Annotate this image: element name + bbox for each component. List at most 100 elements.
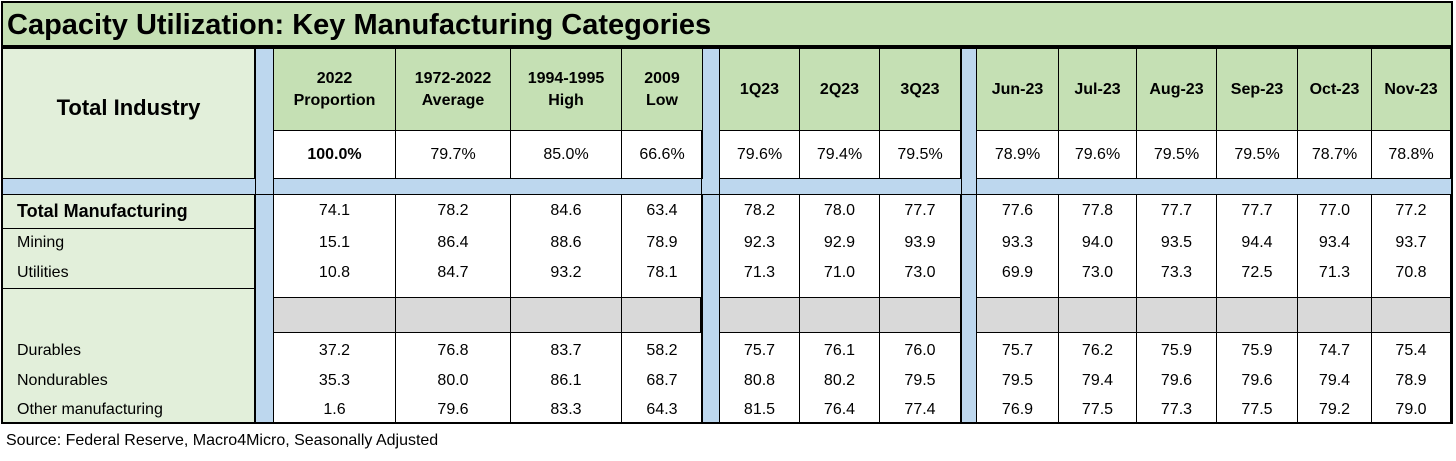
data-cell: 86.1 [511, 366, 622, 396]
column-header: Jun-23 [977, 49, 1059, 131]
column-header: Aug-23 [1137, 49, 1217, 131]
data-cell: 75.7 [720, 336, 800, 366]
row-label-column [3, 194, 255, 422]
column-line [1216, 194, 1217, 422]
row-label: Total Manufacturing [3, 194, 255, 228]
column-header: Oct-23 [1298, 49, 1372, 131]
column-separator [701, 49, 720, 422]
grey-spacer-band [720, 297, 961, 333]
row-divider [3, 288, 255, 289]
data-cell: 76.4 [800, 396, 880, 424]
data-cell: 75.4 [1372, 336, 1451, 366]
total-industry-value: 78.9% [977, 131, 1059, 179]
column-line [879, 194, 880, 422]
data-cell: 15.1 [274, 228, 396, 258]
data-cell: 68.7 [622, 366, 703, 396]
data-cell: 74.7 [1298, 336, 1372, 366]
capacity-utilization-table: Total Industry 2022 Proportion 1972-2022 Ave… [1, 47, 1453, 424]
data-cell: 71.0 [800, 258, 880, 288]
data-cell: 77.5 [1217, 396, 1298, 424]
total-industry-value: 79.6% [1059, 131, 1137, 179]
column-header: 3Q23 [880, 49, 961, 131]
total-industry-label-cell: Total Industry [3, 49, 255, 179]
total-industry-value: 79.4% [800, 131, 880, 179]
data-cell: 58.2 [622, 336, 703, 366]
data-cell: 93.5 [1137, 228, 1217, 258]
column-separator [255, 49, 274, 422]
data-cell: 88.6 [511, 228, 622, 258]
table-title: Capacity Utilization: Key Manufacturing … [1, 1, 1453, 47]
data-cell: 92.3 [720, 228, 800, 258]
data-cell: 1.6 [274, 396, 396, 424]
section-separator [3, 179, 1451, 194]
data-cell: 76.2 [1059, 336, 1137, 366]
data-cell: 78.9 [1372, 366, 1451, 396]
data-cell: 10.8 [274, 258, 396, 288]
data-cell: 75.9 [1137, 336, 1217, 366]
data-cell: 77.7 [1137, 194, 1217, 228]
data-cell: 69.9 [977, 258, 1059, 288]
data-cell: 79.4 [1059, 366, 1137, 396]
data-cell: 83.7 [511, 336, 622, 366]
data-cell: 72.5 [1217, 258, 1298, 288]
column-line [621, 194, 622, 422]
data-cell: 77.0 [1298, 194, 1372, 228]
total-industry-value: 79.6% [720, 131, 800, 179]
total-industry-value: 78.7% [1298, 131, 1372, 179]
column-line [799, 194, 800, 422]
column-header: 1Q23 [720, 49, 800, 131]
data-cell: 76.9 [977, 396, 1059, 424]
column-header: 1994-1995 High [511, 49, 622, 131]
data-cell: 77.7 [1217, 194, 1298, 228]
data-cell: 79.6 [396, 396, 511, 424]
data-cell: 64.3 [622, 396, 703, 424]
data-cell: 79.2 [1298, 396, 1372, 424]
data-cell: 79.5 [977, 366, 1059, 396]
data-cell: 78.2 [720, 194, 800, 228]
data-cell: 76.1 [800, 336, 880, 366]
data-cell: 76.8 [396, 336, 511, 366]
data-cell: 84.7 [396, 258, 511, 288]
data-cell: 94.0 [1059, 228, 1137, 258]
column-line [395, 194, 396, 422]
column-line [702, 194, 703, 422]
column-header: Sep-23 [1217, 49, 1298, 131]
data-cell: 80.0 [396, 366, 511, 396]
data-cell: 80.2 [800, 366, 880, 396]
data-cell: 79.4 [1298, 366, 1372, 396]
data-cell: 84.6 [511, 194, 622, 228]
data-cell: 86.4 [396, 228, 511, 258]
data-cell: 93.9 [880, 228, 961, 258]
row-label: Utilities [3, 258, 255, 288]
data-cell: 79.0 [1372, 396, 1451, 424]
column-header: 2Q23 [800, 49, 880, 131]
data-cell: 79.6 [1217, 366, 1298, 396]
data-cell: 70.8 [1372, 258, 1451, 288]
data-cell: 93.2 [511, 258, 622, 288]
row-label: Other manufacturing [3, 396, 255, 424]
column-line [1371, 194, 1372, 422]
data-cell: 93.4 [1298, 228, 1372, 258]
total-industry-value: 79.5% [1137, 131, 1217, 179]
data-cell: 77.6 [977, 194, 1059, 228]
data-cell: 77.8 [1059, 194, 1137, 228]
total-industry-value: 78.8% [1372, 131, 1451, 179]
data-cell: 80.8 [720, 366, 800, 396]
data-cell: 73.0 [880, 258, 961, 288]
column-line [960, 194, 961, 422]
total-industry-value: 79.7% [396, 131, 511, 179]
row-label: Nondurables [3, 366, 255, 396]
data-cell: 92.9 [800, 228, 880, 258]
column-line [1297, 194, 1298, 422]
data-cell: 77.3 [1137, 396, 1217, 424]
data-cell: 71.3 [1298, 258, 1372, 288]
row-label: Mining [3, 228, 255, 258]
data-cell: 94.4 [1217, 228, 1298, 258]
data-cell: 83.3 [511, 396, 622, 424]
data-cell: 37.2 [274, 336, 396, 366]
column-header: Jul-23 [1059, 49, 1137, 131]
column-line [1450, 194, 1451, 422]
data-cell: 77.2 [1372, 194, 1451, 228]
column-header: 2022 Proportion [274, 49, 396, 131]
source-note: Source: Federal Reserve, Macro4Micro, Se… [6, 432, 439, 449]
